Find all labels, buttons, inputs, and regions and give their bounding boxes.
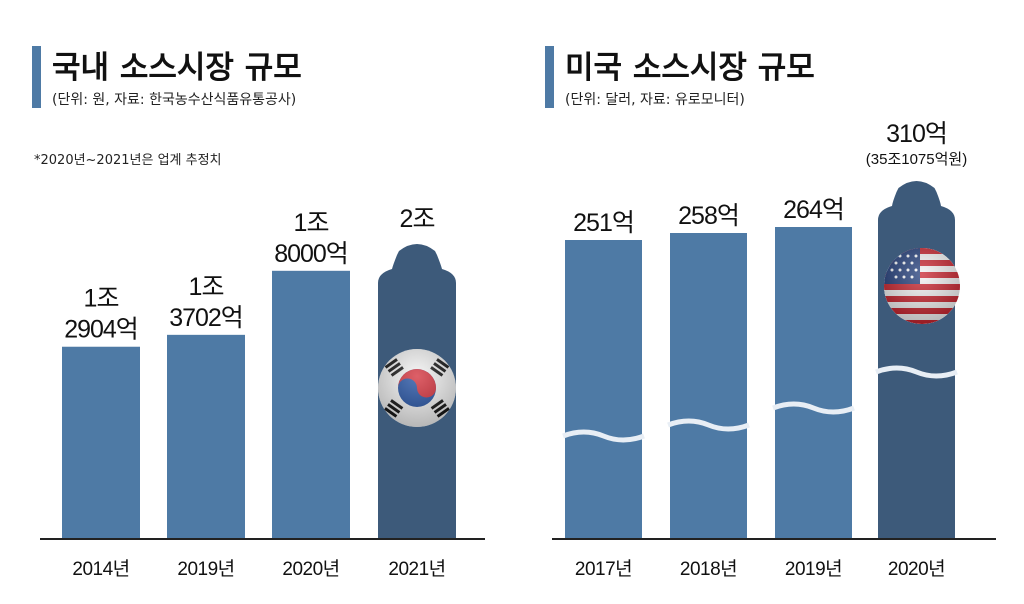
bar <box>272 270 350 539</box>
chart-title: 미국 소스시장 규모 <box>565 50 815 86</box>
title-accent-bar <box>545 46 554 108</box>
bar-value-label: 258억 <box>678 202 739 230</box>
bar-value-label: 3702억 <box>169 304 243 332</box>
bar-value-label: 1조 <box>294 209 329 237</box>
x-tick-label: 2020년 <box>282 558 339 580</box>
x-tick-label: 2019년 <box>785 558 842 580</box>
us-x-labels: 2017년 2018년 2019년 2020년 <box>575 558 946 580</box>
x-tick-label: 2018년 <box>680 558 737 580</box>
bar-value-label: 1조 <box>189 273 224 301</box>
bar <box>775 227 852 539</box>
bar-value-sublabel: (35조1075억원) <box>866 151 967 168</box>
bar-value-label: 251억 <box>573 209 634 237</box>
axis-break-wave <box>875 365 958 379</box>
title-accent-bar <box>32 46 41 108</box>
chart-subtitle: (단위: 달러, 자료: 유로모니터) <box>565 92 745 108</box>
chart-note: *2020년~2021년은 업계 추정치 <box>34 153 222 168</box>
bar-value-label: 310억 <box>886 120 947 148</box>
us-panel: 미국 소스시장 규모 (단위: 달러, 자료: 유로모니터) 251억 258억 2… <box>545 46 996 580</box>
korea-flag-icon <box>378 349 456 427</box>
x-tick-label: 2021년 <box>388 558 445 580</box>
x-tick-label: 2014년 <box>72 558 129 580</box>
x-tick-label: 2019년 <box>177 558 234 580</box>
axis-break-wave <box>772 401 855 415</box>
axis-break-wave <box>562 429 645 443</box>
x-tick-label: 2017년 <box>575 558 632 580</box>
bar-value-label: 2904억 <box>64 316 138 344</box>
bar-value-label: 264억 <box>783 196 844 224</box>
bar-value-label: 2조 <box>400 205 435 233</box>
bar <box>62 346 140 539</box>
x-tick-label: 2020년 <box>888 558 945 580</box>
domestic-x-labels: 2014년 2019년 2020년 2021년 <box>72 558 446 580</box>
bar <box>670 233 747 539</box>
domestic-panel: 국내 소스시장 규모 (단위: 원, 자료: 한국농수산식품유통공사) *202… <box>32 46 485 580</box>
axis-break-wave <box>667 418 750 432</box>
chart-subtitle: (단위: 원, 자료: 한국농수산식품유통공사) <box>52 92 296 108</box>
bar-value-label: 1조 <box>84 285 119 313</box>
bar <box>565 240 642 539</box>
chart-title: 국내 소스시장 규모 <box>52 50 302 86</box>
us-bars: 251억 258억 264억 (35조1075억원) 310억 <box>562 120 967 539</box>
bar <box>167 334 245 539</box>
bar-value-label: 8000억 <box>274 240 348 268</box>
bar-highlight <box>878 181 955 539</box>
